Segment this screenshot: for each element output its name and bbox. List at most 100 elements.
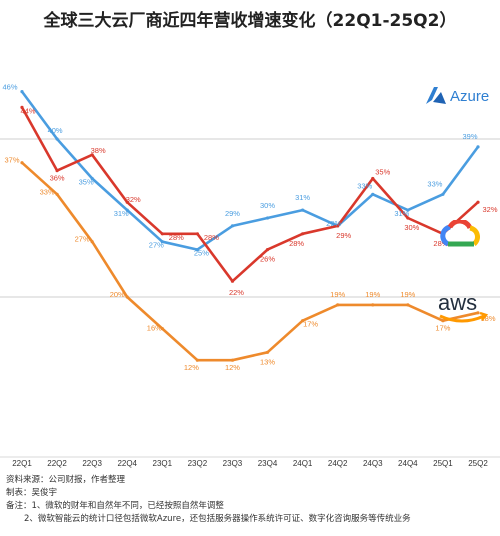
- azure-data-label: 27%: [149, 241, 164, 250]
- google-cloud-data-label: 29%: [336, 231, 351, 240]
- x-tick-label: 23Q1: [153, 459, 173, 468]
- aws-data-label: 17%: [435, 324, 450, 333]
- azure-data-point: [476, 145, 480, 149]
- google-cloud-data-point: [301, 232, 305, 236]
- aws-data-point: [406, 303, 410, 307]
- google-cloud-data-point: [476, 200, 480, 204]
- aws-data-point: [301, 319, 305, 323]
- google-cloud-data-label: 35%: [375, 168, 390, 177]
- azure-logo: Azure: [424, 84, 494, 106]
- aws-data-label: 37%: [4, 156, 19, 165]
- azure-data-label: 31%: [295, 193, 310, 202]
- google-cloud-data-point: [160, 232, 164, 236]
- azure-data-point: [125, 208, 129, 212]
- azure-data-label: 29%: [326, 219, 341, 228]
- azure-data-label: 40%: [48, 126, 63, 135]
- azure-data-point: [230, 224, 235, 228]
- google-cloud-data-point: [195, 232, 199, 236]
- aws-data-point: [265, 350, 270, 354]
- x-tick-label: 23Q2: [188, 459, 208, 468]
- aws-data-point: [55, 192, 59, 196]
- google-cloud-series-line: [20, 106, 479, 283]
- aws-data-label: 19%: [365, 290, 380, 299]
- google-cloud-data-point: [371, 176, 375, 181]
- azure-data-label: 31%: [394, 209, 409, 218]
- x-tick-label: 25Q2: [468, 459, 488, 468]
- google-cloud-data-point: [336, 224, 340, 228]
- aws-data-point: [20, 161, 24, 165]
- azure-data-point: [55, 137, 59, 141]
- azure-data-point: [441, 192, 445, 196]
- google-cloud-data-point: [90, 153, 94, 157]
- google-cloud-data-label: 32%: [126, 195, 141, 204]
- aws-data-label: 16%: [147, 324, 162, 333]
- google-cloud-data-point: [230, 279, 235, 283]
- aws-data-point: [160, 327, 164, 331]
- x-tick-label: 23Q3: [223, 459, 243, 468]
- aws-data-label: 17%: [303, 320, 318, 329]
- x-tick-label: 24Q2: [328, 459, 348, 468]
- aws-data-label: 13%: [260, 357, 275, 366]
- made-by-note: 制表：吴俊宇: [6, 488, 58, 498]
- aws-data-point: [441, 319, 445, 323]
- google-cloud-data-label: 26%: [260, 255, 275, 264]
- chart-title: 全球三大云厂商近四年营收增速变化（22Q1-25Q2）: [43, 11, 457, 31]
- x-tick-label: 24Q4: [398, 459, 418, 468]
- google-cloud-data-label: 36%: [50, 174, 65, 183]
- x-tick-label: 22Q3: [82, 459, 102, 468]
- azure-data-point: [301, 208, 305, 212]
- google-cloud-data-label: 44%: [20, 106, 35, 115]
- aws-data-point: [476, 311, 480, 315]
- aws-data-label: 19%: [330, 290, 345, 299]
- x-tick-label: 24Q1: [293, 459, 313, 468]
- aws-data-point: [125, 295, 129, 299]
- remark-note-2: 2、微软智能云的统计口径包括微软Azure，还包括服务器操作系统许可证、数字化咨…: [24, 514, 411, 524]
- azure-data-point: [160, 240, 164, 244]
- azure-data-label: 35%: [79, 178, 94, 187]
- google-cloud-data-label: 28%: [433, 239, 448, 248]
- aws-data-label: 27%: [75, 235, 90, 244]
- aws-data-point: [195, 358, 199, 362]
- azure-data-label: 46%: [2, 83, 17, 92]
- azure-data-label: 31%: [114, 209, 129, 218]
- aws-data-point: [90, 240, 94, 244]
- azure-data-point: [90, 176, 94, 181]
- google-cloud-data-point: [125, 200, 129, 204]
- google-cloud-data-label: 28%: [289, 239, 304, 248]
- azure-logo-text: Azure: [450, 88, 489, 105]
- aws-data-point: [371, 303, 375, 307]
- azure-data-label: 29%: [225, 209, 240, 218]
- x-tick-label: 22Q1: [12, 459, 32, 468]
- google-cloud-data-point: [55, 169, 59, 173]
- aws-data-label: 19%: [400, 290, 415, 299]
- aws-logo: aws: [436, 290, 492, 326]
- azure-data-label: 33%: [427, 179, 442, 188]
- azure-data-label: 33%: [357, 181, 372, 190]
- x-tick-label: 25Q1: [433, 459, 453, 468]
- azure-data-point: [371, 192, 375, 196]
- azure-data-point: [195, 248, 199, 252]
- azure-data-label: 30%: [260, 201, 275, 210]
- google-cloud-data-label: 38%: [91, 146, 106, 155]
- x-tick-label: 22Q4: [117, 459, 137, 468]
- x-tick-label: 22Q2: [47, 459, 67, 468]
- google-cloud-data-label: 32%: [482, 205, 497, 214]
- google-cloud-data-point: [20, 105, 24, 109]
- google-cloud-data-point: [265, 248, 270, 252]
- aws-data-point: [336, 303, 340, 307]
- aws-data-label: 12%: [225, 363, 240, 372]
- source-note: 资料来源：公司财报，作者整理: [6, 475, 126, 485]
- azure-data-point: [265, 216, 270, 220]
- google-cloud-data-label: 28%: [204, 233, 219, 242]
- aws-data-label: 12%: [184, 363, 199, 372]
- aws-data-label: 18%: [480, 314, 495, 323]
- remark-note-1: 备注：1、微软的财年和自然年不同，已经按照自然年调整: [6, 501, 224, 511]
- line-chart: 46%40%35%31%27%25%29%30%31%29%33%31%33%3…: [0, 83, 500, 468]
- aws-data-label: 20%: [110, 290, 125, 299]
- azure-data-point: [20, 90, 24, 94]
- x-tick-label: 23Q4: [258, 459, 278, 468]
- azure-data-point: [406, 208, 410, 212]
- google-cloud-data-label: 28%: [169, 233, 184, 242]
- azure-data-label: 25%: [194, 249, 209, 258]
- aws-data-label: 33%: [40, 187, 55, 196]
